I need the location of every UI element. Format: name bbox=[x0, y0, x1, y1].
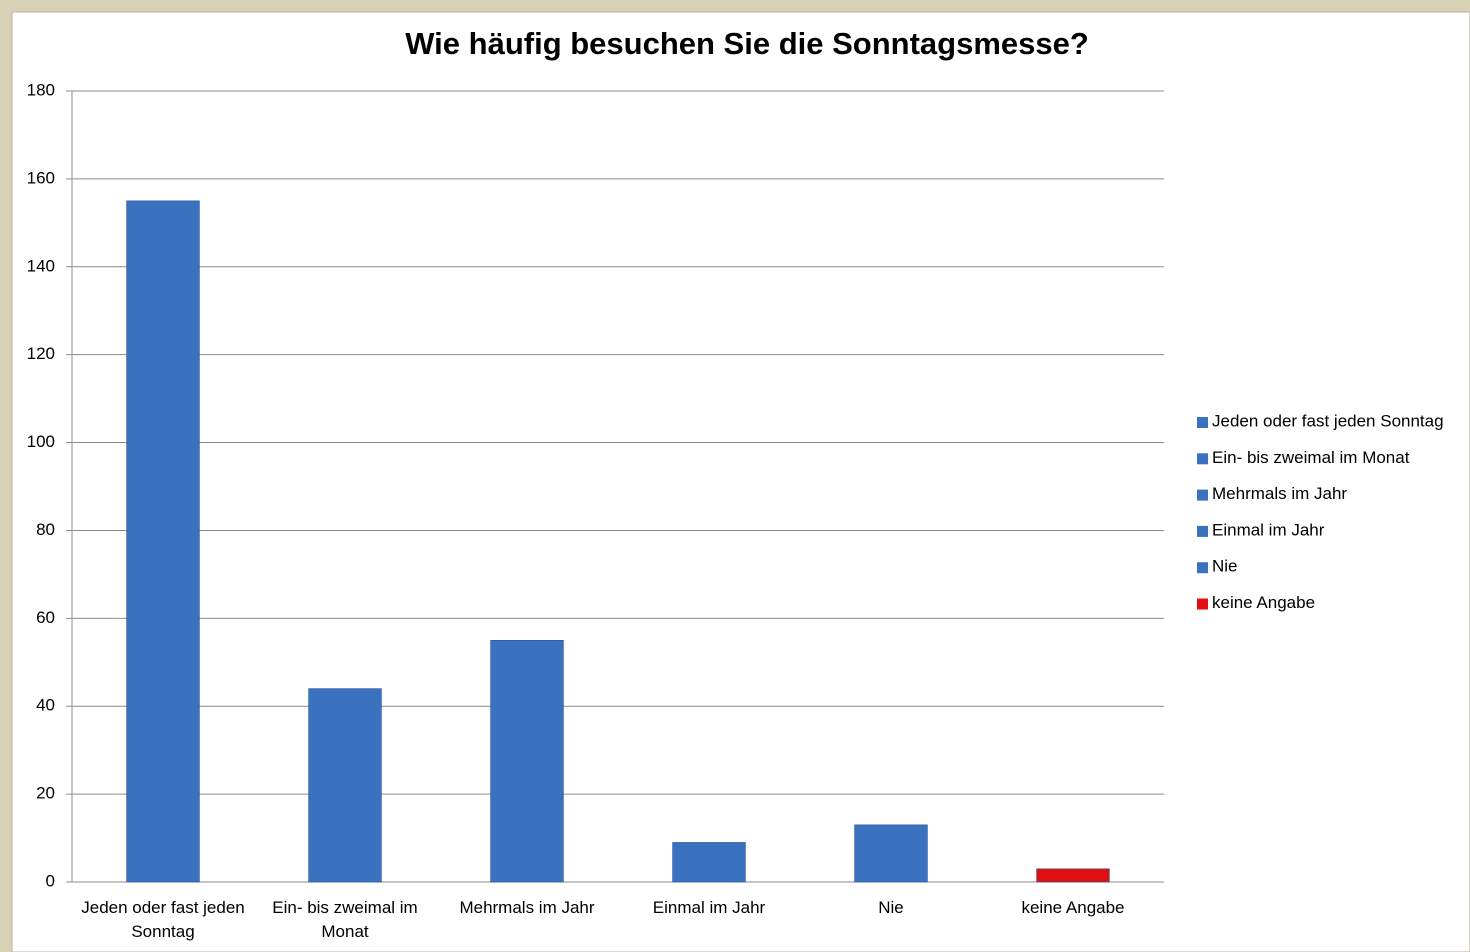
y-tick-label: 180 bbox=[27, 80, 55, 99]
y-tick-label: 20 bbox=[36, 784, 55, 803]
bar bbox=[1036, 868, 1110, 883]
legend-label: Jeden oder fast jeden Sonntag bbox=[1212, 411, 1444, 430]
y-tick-label: 120 bbox=[27, 344, 55, 363]
y-tick-label: 140 bbox=[27, 256, 55, 275]
chart-panel bbox=[11, 11, 1470, 952]
bar bbox=[126, 200, 200, 883]
legend-swatch bbox=[1197, 489, 1208, 501]
y-tick-label: 40 bbox=[36, 696, 55, 715]
y-tick-label: 60 bbox=[36, 608, 55, 627]
legend-swatch bbox=[1197, 598, 1208, 610]
legend-label: Nie bbox=[1212, 557, 1238, 576]
y-tick-label: 100 bbox=[27, 432, 55, 451]
x-tick-label: Nie bbox=[878, 898, 904, 917]
bar bbox=[308, 688, 382, 883]
x-tick-label: keine Angabe bbox=[1021, 898, 1124, 917]
bar bbox=[854, 824, 928, 883]
legend-swatch bbox=[1197, 562, 1208, 574]
x-tick-label: Mehrmals im Jahr bbox=[459, 898, 594, 917]
legend-label: keine Angabe bbox=[1212, 593, 1315, 612]
chart-title: Wie häufig besuchen Sie die Sonntagsmess… bbox=[405, 26, 1089, 61]
legend-label: Mehrmals im Jahr bbox=[1212, 484, 1347, 503]
legend-swatch bbox=[1197, 417, 1208, 428]
x-tick-label: Jeden oder fast jeden Sonntag bbox=[81, 898, 245, 941]
legend-label: Ein- bis zweimal im Monat bbox=[1212, 448, 1410, 467]
y-tick-label: 80 bbox=[36, 520, 55, 539]
bar bbox=[672, 842, 746, 883]
x-tick-label: Einmal im Jahr bbox=[653, 898, 766, 917]
legend-label: Einmal im Jahr bbox=[1212, 520, 1325, 539]
y-tick-label: 0 bbox=[46, 871, 55, 890]
legend-swatch bbox=[1197, 453, 1208, 465]
y-tick-label: 160 bbox=[27, 168, 55, 187]
legend-swatch bbox=[1197, 525, 1208, 537]
x-tick-label: Ein- bis zweimal im Monat bbox=[272, 898, 417, 941]
bar bbox=[490, 640, 564, 883]
